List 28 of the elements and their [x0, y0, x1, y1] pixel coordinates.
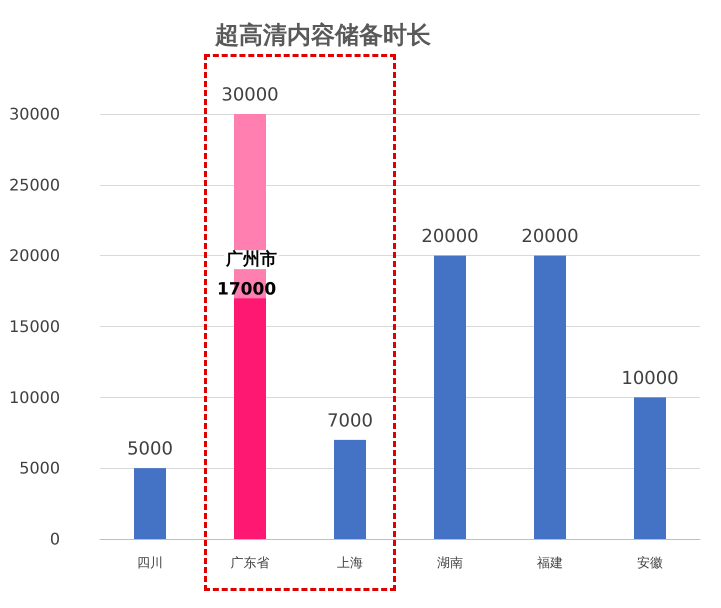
total-label: 7000 — [327, 410, 373, 432]
total-label: 20000 — [521, 226, 579, 248]
total-label: 10000 — [621, 368, 679, 389]
y-tick-label: 10000 — [9, 388, 60, 407]
y-tick-label: 25000 — [9, 175, 60, 194]
total-label: 5000 — [127, 438, 173, 460]
x-tick-label: 安徽 — [637, 555, 663, 571]
y-tick-label: 20000 — [9, 246, 60, 266]
y-tick-label: 15000 — [9, 317, 60, 336]
bar — [234, 298, 266, 539]
x-tick-label: 上海 — [337, 556, 363, 571]
x-tick-label: 四川 — [137, 556, 163, 571]
x-tick-label: 福建 — [537, 556, 563, 571]
y-tick-label: 30000 — [9, 104, 60, 124]
data-label: 17000 — [217, 280, 276, 300]
bar — [634, 397, 666, 539]
y-tick-label: 0 — [50, 530, 60, 548]
chart-title: 超高清内容储备时长 — [214, 21, 431, 49]
x-tick-label: 湖南 — [437, 556, 463, 571]
bar — [334, 440, 366, 539]
total-label: 20000 — [421, 226, 479, 248]
bar — [134, 468, 166, 539]
bar — [434, 256, 466, 539]
x-tick-label: 广东省 — [230, 556, 270, 571]
bar — [534, 256, 566, 539]
total-label: 30000 — [221, 84, 279, 106]
y-tick-label: 5000 — [19, 458, 60, 478]
annotation: 广州市 — [225, 250, 277, 270]
